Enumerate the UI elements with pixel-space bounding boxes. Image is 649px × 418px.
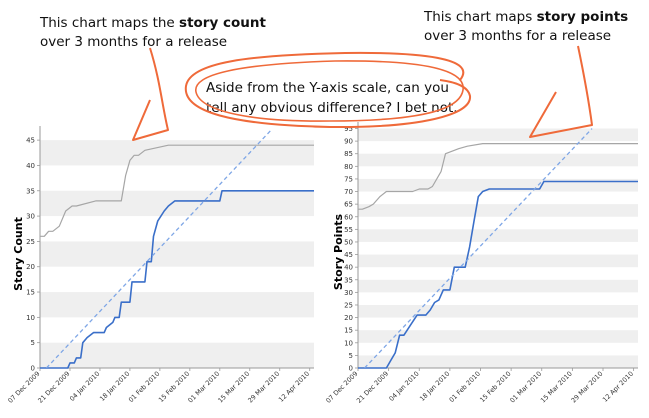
left-annotation: This chart maps the story count over 3 m… (40, 14, 266, 52)
completed-line (358, 180, 638, 369)
left-annotation-bold: story count (179, 15, 266, 31)
right-annotation-line1: This chart maps story points (424, 9, 629, 25)
y-axis-label: Story Points (332, 213, 345, 290)
y-tick-label: 10 (26, 314, 35, 322)
bubble-annotation-line1: Aside from the Y-axis scale, can you (206, 80, 449, 96)
y-tick-label: 60 (344, 213, 353, 221)
bubble-annotation: Aside from the Y-axis scale, can you tel… (206, 78, 458, 118)
y-tick-label: 25 (26, 238, 35, 246)
y-tick-label: 80 (344, 163, 353, 171)
grid-band (358, 153, 638, 167)
bubble-outline (184, 51, 472, 129)
y-tick-label: 0 (349, 365, 353, 373)
right-annotation-bold: story points (536, 9, 629, 25)
right-annotation-line2: over 3 months for a release (424, 28, 612, 44)
y-tick-label: 70 (344, 188, 353, 196)
y-tick-label: 30 (344, 289, 353, 297)
y-axis-label: Story Count (12, 217, 25, 291)
y-tick-label: 10 (344, 339, 353, 347)
scope-line (358, 143, 638, 210)
bubble-annotation-line2: tell any obvious difference? I bet not. (206, 100, 458, 116)
y-tick-label: 45 (344, 251, 353, 259)
y-tick-label: 35 (344, 276, 353, 284)
y-tick-label: 5 (349, 352, 353, 360)
y-tick-label: 40 (26, 162, 35, 170)
y-tick-label: 35 (26, 187, 35, 195)
left-annotation-line1: This chart maps the story count (40, 15, 266, 31)
y-tick-label: 20 (26, 263, 35, 271)
y-tick-label: 50 (344, 238, 353, 246)
completed-line (40, 190, 314, 369)
grid-band (358, 254, 638, 268)
grid-band (40, 140, 314, 166)
y-tick-label: 15 (26, 289, 35, 297)
y-tick-label: 55 (344, 226, 353, 234)
y-tick-label: 5 (31, 339, 35, 347)
grid-band (358, 330, 638, 343)
grid-band (40, 241, 314, 267)
y-tick-label: 25 (344, 301, 353, 309)
y-tick-label: 0 (31, 365, 35, 373)
left-annotation-line2: over 3 months for a release (40, 34, 228, 50)
right-arrow (529, 45, 593, 138)
y-tick-label: 45 (26, 137, 35, 145)
left-arrow (132, 47, 169, 141)
grid-band (358, 279, 638, 293)
grid-band (358, 229, 638, 242)
grid-band (358, 304, 638, 318)
y-tick-label: 30 (26, 213, 35, 221)
grid-band (358, 204, 638, 217)
bubble-outline-inner (195, 60, 464, 122)
y-tick-label: 85 (344, 150, 353, 158)
grid-band (40, 342, 314, 368)
right-annotation: This chart maps story points over 3 mont… (424, 8, 628, 46)
y-tick-label: 90 (344, 138, 353, 146)
ideal-trend-line (364, 128, 593, 368)
y-tick-label: 15 (344, 327, 353, 335)
y-tick-label: 20 (344, 314, 353, 322)
grid-band (358, 355, 638, 368)
y-tick-label: 75 (344, 175, 353, 183)
y-tick-label: 95 (344, 125, 353, 133)
grid-band (358, 128, 638, 142)
scope-line (40, 144, 314, 237)
grid-band (40, 292, 314, 318)
ideal-trend-line (45, 129, 272, 368)
y-tick-label: 40 (344, 264, 353, 272)
y-tick-label: 65 (344, 201, 353, 209)
